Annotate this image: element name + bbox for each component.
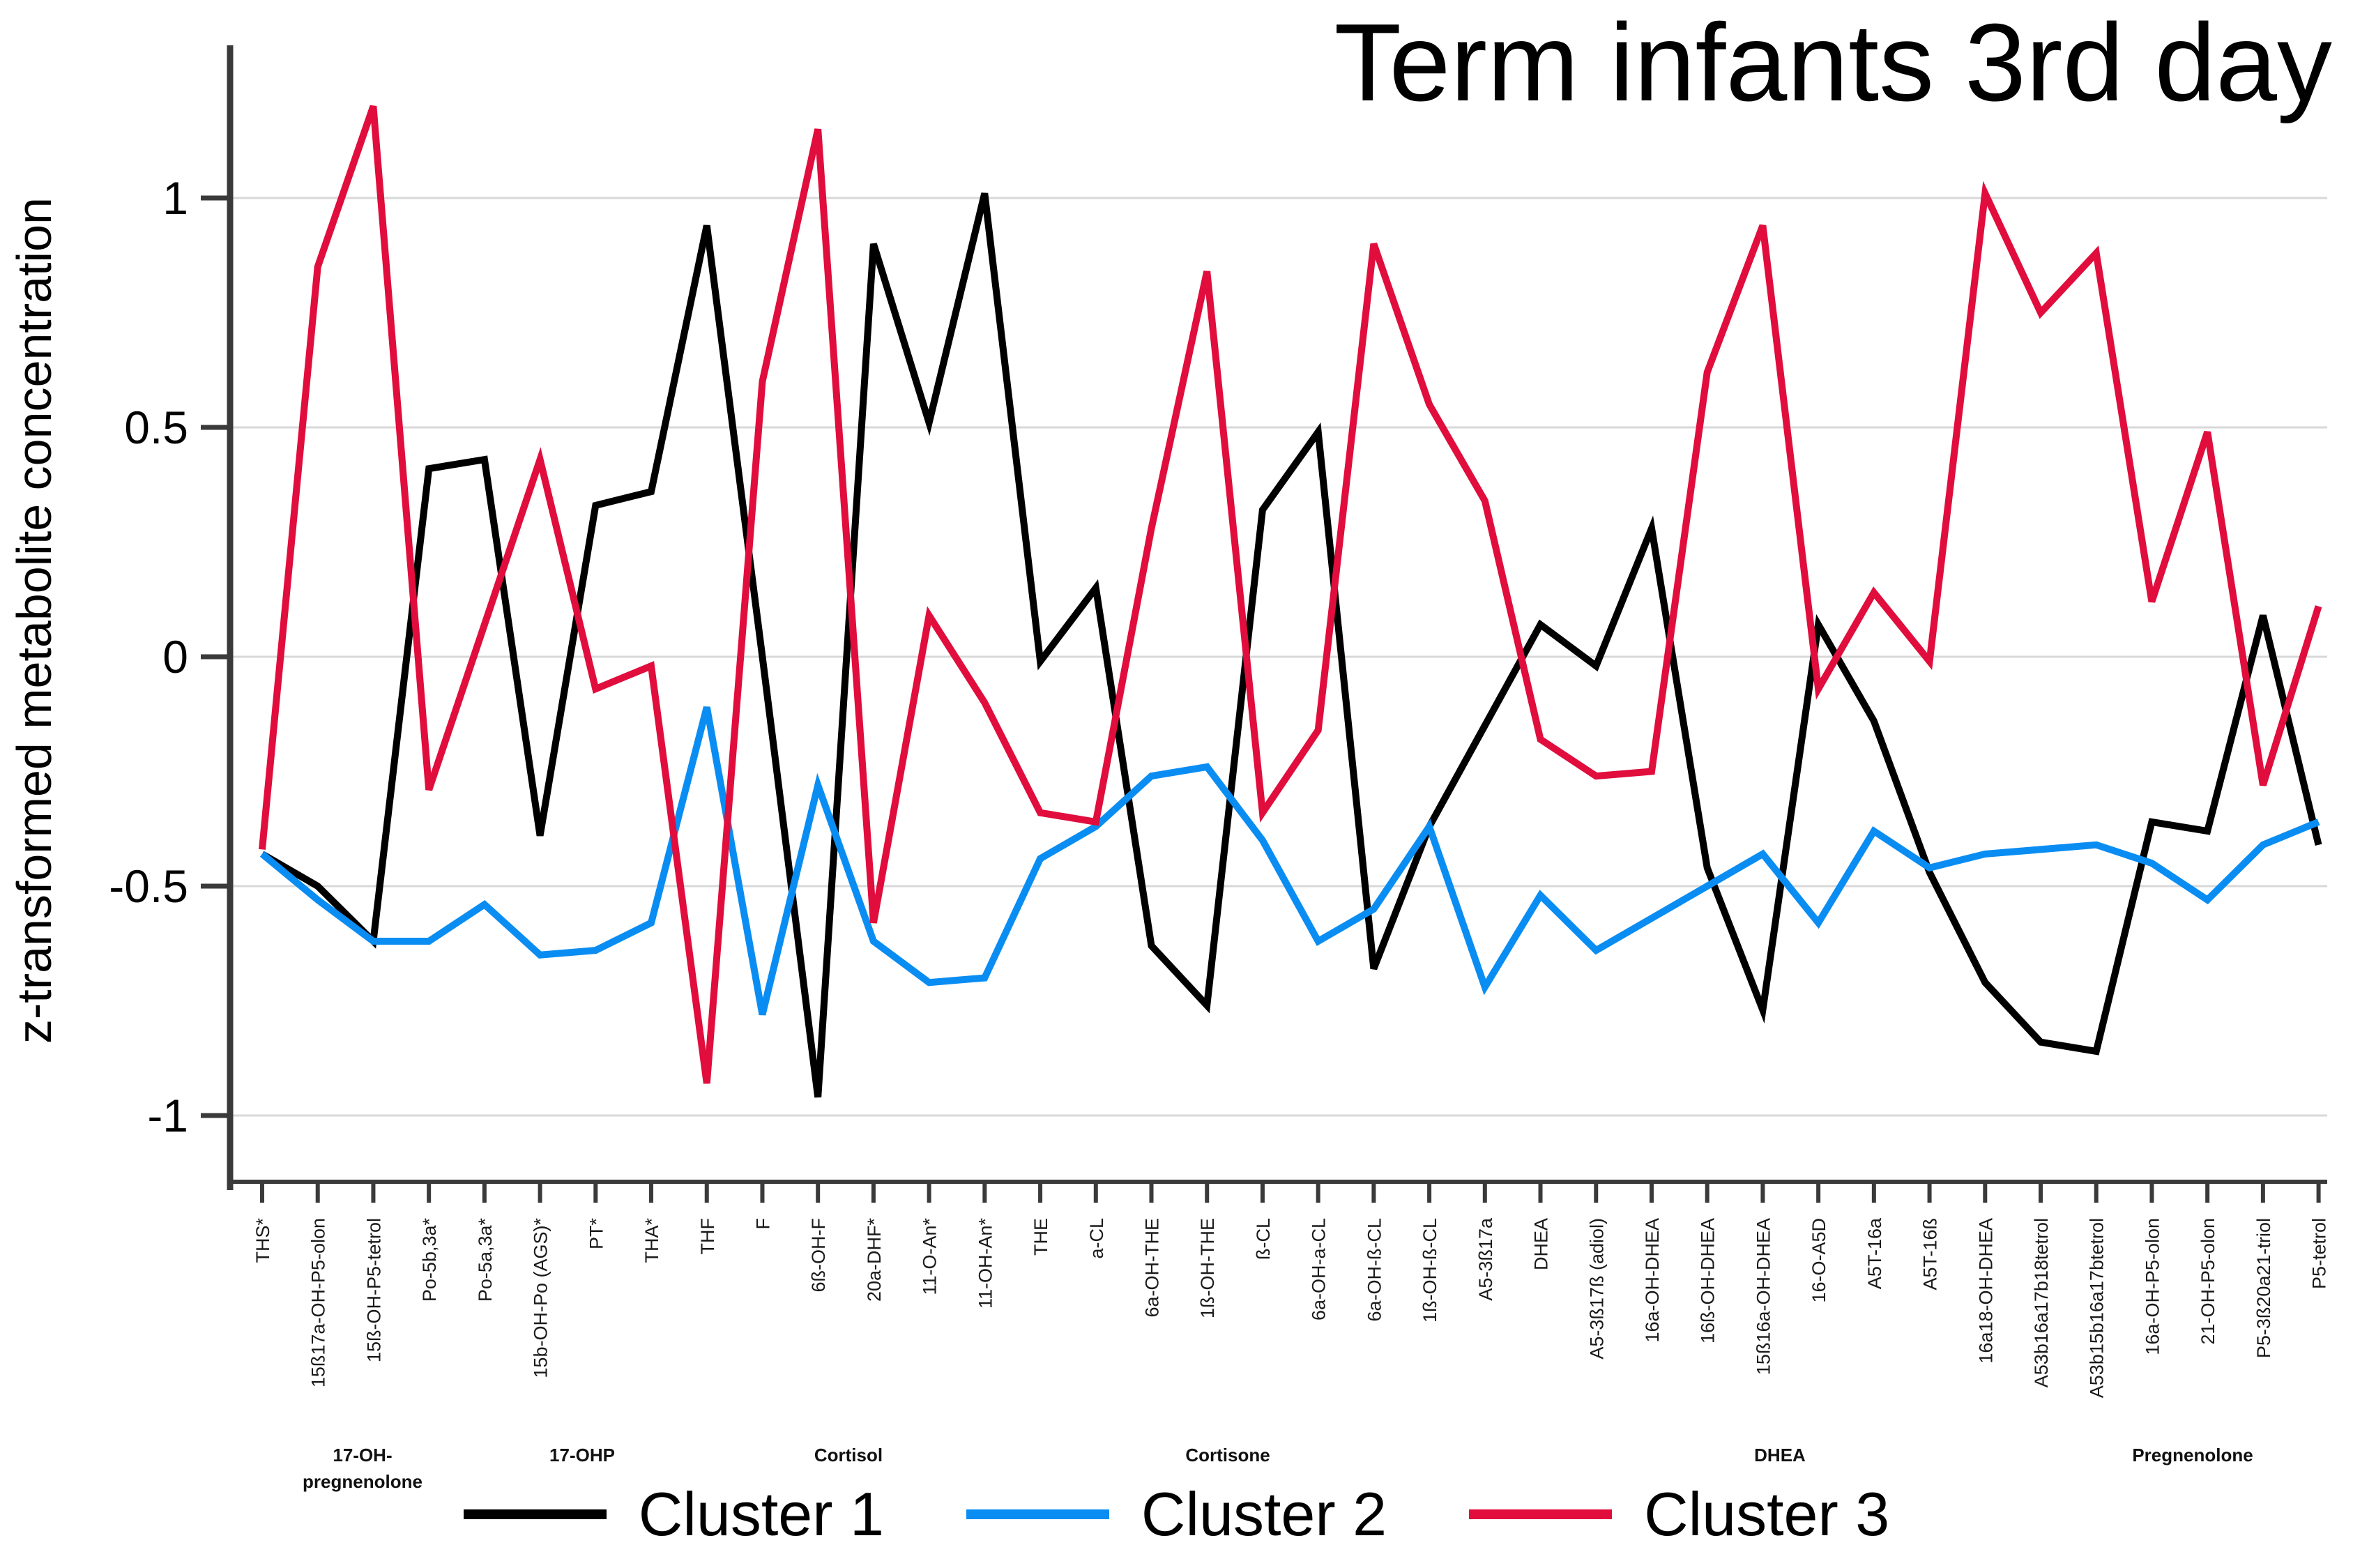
y-axis-label: z-transformed metabolite concentration: [7, 197, 61, 1044]
x-tick-label: 20a-DHF*: [864, 1218, 885, 1302]
chart-title: Term infants 3rd day: [1334, 1, 2332, 124]
y-tick-label: 0.5: [124, 402, 188, 453]
y-tick-label: 1: [162, 172, 188, 224]
legend-item-cluster-1: Cluster 1: [463, 1479, 884, 1548]
series-line-cluster-3: [259, 105, 2322, 1084]
x-tick-label: a-CL: [1086, 1218, 1107, 1259]
y-tick-label: 0: [162, 631, 188, 683]
x-tick-label: A53b15b16a17btetrol: [2087, 1218, 2108, 1398]
x-tick-label: 15ß-OH-P5-tetrol: [363, 1218, 384, 1362]
x-tick-label: THF: [697, 1218, 718, 1254]
series-line-cluster-1: [260, 192, 2322, 1098]
x-tick-label: Po-5b,3a*: [419, 1218, 440, 1302]
legend: Cluster 1 Cluster 2 Cluster 3: [0, 1484, 2353, 1545]
x-tick-label: A5T-16a: [1864, 1217, 1885, 1289]
x-tick-label: P5-3ß20a21-triol: [2253, 1218, 2274, 1358]
x-tick-label: 6ß-OH-F: [808, 1218, 829, 1292]
x-tick-label: 15b-OH-Po (AGS)*: [531, 1218, 551, 1378]
group-label: 17-OH-: [333, 1445, 392, 1466]
x-tick-label: PT*: [586, 1218, 607, 1250]
legend-line-icon-cluster-2: [966, 1509, 1109, 1519]
legend-label: Cluster 1: [638, 1479, 884, 1548]
x-tick-label: DHEA: [1531, 1218, 1552, 1270]
x-tick-label: A53b16a17b18tetrol: [2031, 1218, 2052, 1387]
legend-line-icon-cluster-1: [463, 1509, 607, 1519]
x-tick-label: 15ß16a-OH-DHEA: [1753, 1218, 1774, 1375]
group-label: Cortisone: [1185, 1445, 1270, 1466]
x-tick-label: 16a18-OH-DHEA: [1975, 1218, 1996, 1364]
legend-label: Cluster 3: [1644, 1479, 1890, 1548]
x-tick-label: 16a-OH-P5-olon: [2142, 1218, 2163, 1355]
y-tick-label: -1: [147, 1090, 188, 1141]
group-label-line2: pregnenolone: [303, 1471, 422, 1492]
group-label: DHEA: [1754, 1445, 1806, 1466]
x-tick-label: 16-O-A5D: [1808, 1218, 1829, 1303]
x-tick-label: Po-5a,3a*: [475, 1218, 496, 1302]
x-tick-label: ß-CL: [1253, 1218, 1274, 1260]
x-tick-label: 11-O-An*: [920, 1218, 941, 1295]
legend-item-cluster-2: Cluster 2: [966, 1484, 1387, 1545]
x-tick-label: 1ß-OH-THE: [1197, 1218, 1218, 1318]
group-label: 17-OHP: [549, 1445, 615, 1466]
legend-item-cluster-3: Cluster 3: [1469, 1484, 1889, 1545]
x-tick-label: A5-3ß17a: [1475, 1217, 1496, 1301]
x-tick-label: THA*: [641, 1218, 662, 1263]
group-label: Pregnenolone: [2132, 1445, 2253, 1466]
x-tick-label: 6a-OH-a-CL: [1309, 1218, 1330, 1320]
x-tick-label: 11-OH-An*: [975, 1218, 996, 1309]
legend-label: Cluster 2: [1141, 1479, 1387, 1548]
x-tick-label: 6a-OH-THE: [1142, 1218, 1163, 1318]
x-tick-label: A5-3ß17ß (adiol): [1586, 1218, 1607, 1360]
x-tick-label: THE: [1030, 1218, 1051, 1256]
legend-line-icon-cluster-3: [1469, 1509, 1613, 1519]
x-tick-label: 16a-OH-DHEA: [1642, 1218, 1663, 1343]
x-tick-label: 21-OH-P5-olon: [2198, 1218, 2218, 1345]
x-tick-label: 16ß-OH-DHEA: [1698, 1218, 1719, 1344]
x-tick-label: P5-tetrol: [2309, 1218, 2330, 1289]
x-tick-label: F: [752, 1218, 773, 1230]
x-tick-label: 6a-OH-ß-CL: [1364, 1218, 1385, 1322]
x-tick-label: 1ß-OH-ß-CL: [1419, 1218, 1440, 1323]
x-tick-label: A5T-16ß: [1920, 1218, 1941, 1291]
series-line-cluster-2: [259, 706, 2320, 1016]
group-label: Cortisol: [814, 1445, 883, 1466]
x-tick-label: THS*: [252, 1218, 273, 1263]
y-tick-label: -0.5: [109, 860, 188, 912]
x-tick-label: 15ß17a-OH-P5-olon: [308, 1218, 329, 1387]
